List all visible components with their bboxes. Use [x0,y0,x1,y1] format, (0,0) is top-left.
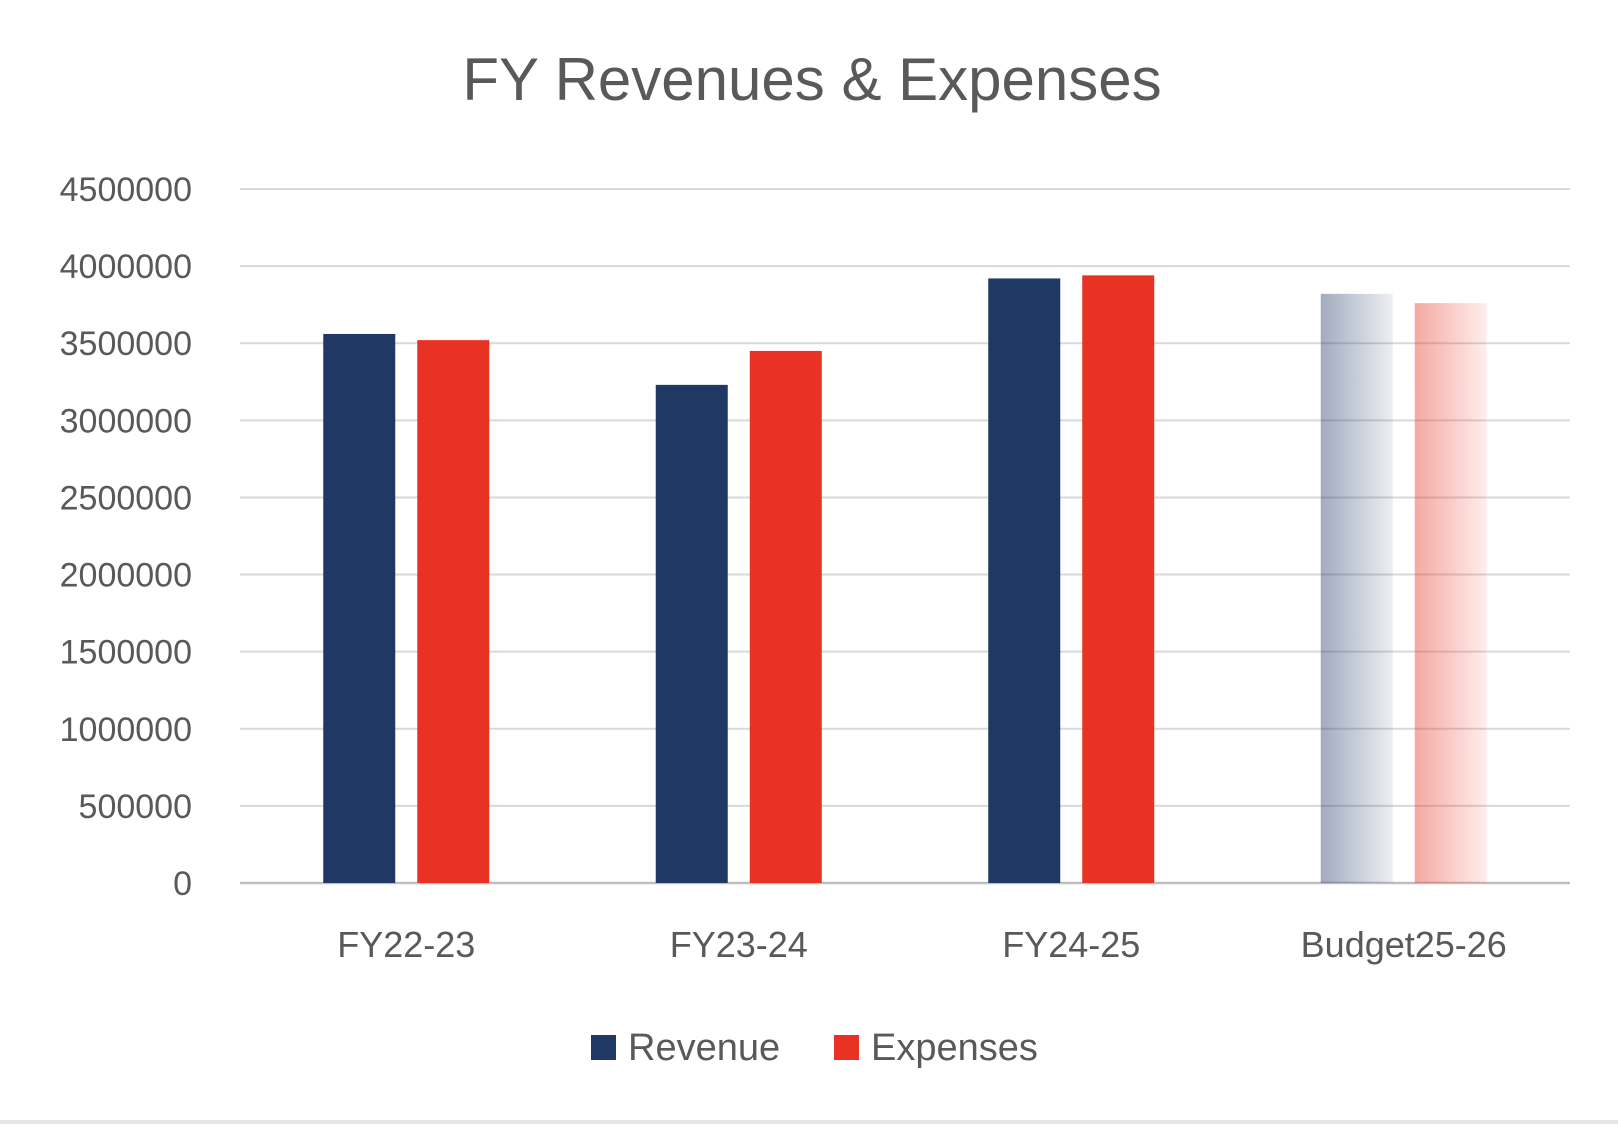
bar-revenue-fy23-24 [655,384,728,883]
y-tick-label: 3000000 [60,402,192,440]
y-tick-label: 0 [173,865,192,903]
legend-swatch-revenue [591,1035,616,1060]
bar-expenses-fy24-25 [1082,275,1155,883]
y-tick-label: 4500000 [60,171,192,209]
bottom-divider [0,1120,1618,1124]
y-axis-tick-labels: 0 500000 1000000 1500000 2000000 2500000 30000… [60,171,192,903]
bar-expenses-fy22-23 [417,340,490,883]
bar-expenses-budget25-26 [1414,303,1487,883]
x-axis-tick-labels: FY22-23 FY23-24 FY24-25 Budget25-26 [337,924,1507,965]
y-tick-label: 1000000 [60,711,192,749]
legend: Revenue Expenses [591,1027,1038,1069]
x-tick-label: FY24-25 [1002,924,1140,965]
y-tick-label: 2500000 [60,479,192,517]
y-tick-label: 1500000 [60,634,192,672]
bar-revenue-budget25-26 [1320,293,1393,884]
legend-swatch-expenses [834,1035,859,1060]
bar-expenses-fy23-24 [749,350,822,883]
y-tick-label: 2000000 [60,557,192,595]
x-tick-label: FY22-23 [337,924,475,965]
x-tick-label: FY23-24 [670,924,808,965]
legend-label-expenses: Expenses [871,1027,1038,1069]
y-tick-label: 4000000 [60,248,192,286]
x-tick-label: Budget25-26 [1301,924,1507,965]
legend-label-revenue: Revenue [628,1027,780,1069]
y-tick-label: 500000 [79,788,192,826]
bar-revenue-fy22-23 [323,333,396,884]
y-tick-label: 3500000 [60,325,192,363]
chart-title: FY Revenues & Expenses [462,46,1161,113]
bars [323,275,1487,884]
bar-revenue-fy24-25 [988,278,1061,884]
